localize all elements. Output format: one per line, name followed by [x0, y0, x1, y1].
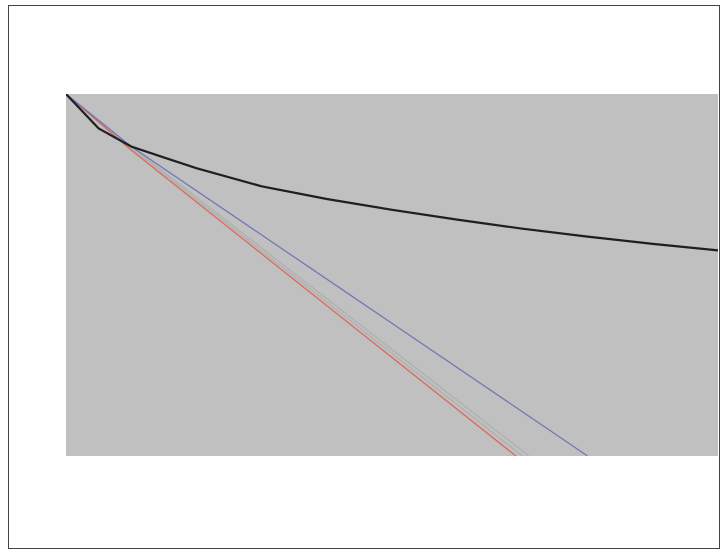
series-layer	[66, 94, 718, 456]
plot-area	[66, 94, 718, 456]
chart-frame	[8, 5, 720, 549]
chart	[66, 94, 718, 456]
series-line-1	[66, 94, 718, 252]
series-line-3	[66, 94, 517, 456]
